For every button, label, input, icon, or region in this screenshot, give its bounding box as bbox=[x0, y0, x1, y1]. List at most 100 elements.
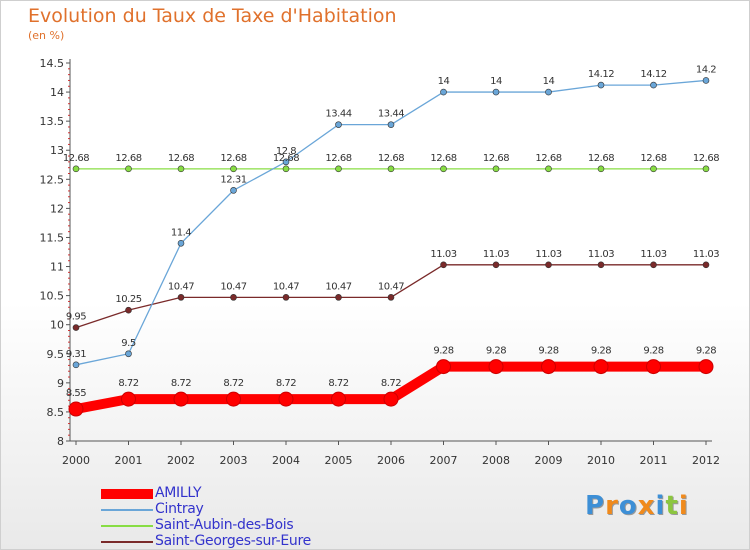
data-point-saint-georges-sur-eure bbox=[492, 261, 500, 269]
data-label-amilly: 8.72 bbox=[276, 378, 296, 389]
data-point-cintray bbox=[282, 158, 290, 166]
y-tick-label: 12 bbox=[50, 202, 64, 215]
chart-title: Evolution du Taux de Taxe d'Habitation bbox=[28, 5, 397, 27]
data-label-cintray: 9.31 bbox=[66, 349, 86, 360]
data-label-cintray: 14 bbox=[490, 76, 502, 87]
y-tick-label: 8 bbox=[57, 435, 64, 448]
y-tick-label: 14.5 bbox=[40, 57, 65, 70]
legend-swatch bbox=[101, 541, 153, 543]
data-point-saint-aubin-des-bois bbox=[545, 165, 552, 173]
data-point-saint-aubin-des-bois bbox=[702, 165, 710, 173]
data-point-saint-aubin-des-bois bbox=[230, 165, 237, 173]
data-point-amilly bbox=[646, 359, 661, 375]
data-point-amilly bbox=[331, 391, 346, 407]
data-point-cintray bbox=[597, 81, 605, 89]
data-label-amilly: 8.55 bbox=[66, 388, 86, 399]
data-label-saint-aubin-des-bois: 12.68 bbox=[325, 153, 351, 164]
data-label-cintray: 14.12 bbox=[640, 69, 666, 80]
data-point-cintray bbox=[545, 88, 552, 96]
chart-axes: 8 8.5 9 9.5 10 10.5 11 11.5 12 12.5 13 13.5 14 14.5 20… bbox=[40, 57, 721, 467]
data-point-saint-aubin-des-bois bbox=[125, 165, 132, 173]
data-label-cintray: 12.8 bbox=[276, 146, 296, 157]
data-label-amilly: 9.28 bbox=[486, 346, 506, 357]
y-tick-label: 10 bbox=[50, 319, 64, 332]
legend-swatch bbox=[101, 489, 153, 499]
data-point-cintray bbox=[335, 121, 342, 128]
data-point-saint-georges-sur-eure bbox=[335, 294, 342, 301]
data-point-cintray bbox=[492, 88, 500, 96]
data-point-saint-aubin-des-bois bbox=[597, 165, 605, 173]
data-point-saint-aubin-des-bois bbox=[335, 165, 342, 173]
data-label-saint-georges-sur-eure: 11.03 bbox=[535, 249, 561, 260]
data-label-saint-aubin-des-bois: 12.68 bbox=[693, 153, 719, 164]
series-lines bbox=[71, 79, 711, 415]
data-point-saint-aubin-des-bois bbox=[440, 165, 447, 173]
x-tick-label: 2007 bbox=[430, 454, 458, 467]
data-label-saint-georges-sur-eure: 11.03 bbox=[483, 249, 509, 260]
data-label-saint-aubin-des-bois: 12.68 bbox=[588, 153, 614, 164]
y-tick-label: 9.5 bbox=[47, 348, 65, 361]
data-label-saint-georges-sur-eure: 10.47 bbox=[325, 281, 351, 292]
y-tick-label: 11 bbox=[50, 261, 64, 274]
data-point-saint-aubin-des-bois bbox=[650, 165, 657, 173]
data-label-cintray: 14 bbox=[543, 76, 555, 87]
data-label-saint-georges-sur-eure: 10.47 bbox=[378, 281, 404, 292]
x-tick-label: 2012 bbox=[692, 454, 720, 467]
data-point-saint-georges-sur-eure bbox=[282, 294, 290, 301]
data-point-cintray bbox=[650, 81, 657, 89]
x-tick-label: 2005 bbox=[325, 454, 353, 467]
data-label-cintray: 9.5 bbox=[121, 338, 136, 349]
x-tick-label: 2011 bbox=[640, 454, 668, 467]
data-point-amilly bbox=[278, 391, 294, 407]
y-tick-label: 13 bbox=[50, 144, 64, 157]
series-data-labels: 9.95 10.25 10.47 10.47 10.47 10.47 10.47 11.03 1… bbox=[63, 64, 720, 399]
data-point-saint-georges-sur-eure bbox=[650, 261, 657, 269]
data-label-cintray: 14 bbox=[438, 76, 450, 87]
data-point-saint-georges-sur-eure bbox=[387, 294, 395, 301]
y-tick-label: 8.5 bbox=[47, 406, 65, 419]
data-point-cintray bbox=[387, 121, 395, 128]
data-label-amilly: 9.28 bbox=[696, 346, 716, 357]
data-point-saint-aubin-des-bois bbox=[492, 165, 500, 173]
data-label-cintray: 14.12 bbox=[588, 69, 614, 80]
data-point-saint-aubin-des-bois bbox=[387, 165, 395, 173]
data-point-amilly bbox=[698, 359, 714, 375]
data-label-saint-georges-sur-eure: 10.25 bbox=[115, 294, 141, 305]
data-label-amilly: 9.28 bbox=[538, 346, 558, 357]
data-point-amilly bbox=[121, 391, 136, 407]
data-point-saint-georges-sur-eure bbox=[230, 294, 237, 301]
y-tick-label: 12.5 bbox=[40, 173, 65, 186]
data-point-saint-aubin-des-bois bbox=[282, 165, 290, 173]
data-point-cintray bbox=[177, 239, 185, 247]
data-label-amilly: 8.72 bbox=[171, 378, 191, 389]
data-point-cintray bbox=[230, 187, 237, 194]
data-point-amilly bbox=[383, 391, 399, 407]
data-point-amilly bbox=[541, 359, 556, 375]
y-tick-label: 9 bbox=[57, 377, 64, 390]
data-label-saint-aubin-des-bois: 12.68 bbox=[483, 153, 509, 164]
data-point-saint-georges-sur-eure bbox=[440, 261, 447, 269]
data-point-amilly bbox=[488, 359, 504, 375]
data-label-saint-aubin-des-bois: 12.68 bbox=[640, 153, 666, 164]
data-label-cintray: 13.44 bbox=[325, 109, 351, 120]
data-label-saint-aubin-des-bois: 12.68 bbox=[378, 153, 404, 164]
data-point-saint-aubin-des-bois bbox=[177, 165, 185, 173]
data-label-saint-aubin-des-bois: 12.68 bbox=[430, 153, 456, 164]
data-label-saint-georges-sur-eure: 11.03 bbox=[693, 249, 719, 260]
data-label-saint-aubin-des-bois: 12.68 bbox=[220, 153, 246, 164]
data-label-cintray: 11.4 bbox=[171, 227, 191, 238]
y-tick-label: 11.5 bbox=[40, 231, 65, 244]
data-label-saint-georges-sur-eure: 10.47 bbox=[273, 281, 299, 292]
y-tick-label: 10.5 bbox=[40, 290, 65, 303]
x-tick-label: 2004 bbox=[272, 454, 300, 467]
legend-label: Saint-Aubin-des-Bois bbox=[155, 517, 294, 533]
data-point-amilly bbox=[173, 391, 189, 407]
data-point-saint-georges-sur-eure bbox=[597, 261, 605, 269]
data-label-saint-georges-sur-eure: 9.95 bbox=[66, 312, 86, 323]
legend-label: AMILLY bbox=[155, 485, 202, 501]
legend-label: Saint-Georges-sur-Eure bbox=[155, 533, 311, 549]
data-label-saint-aubin-des-bois: 12.68 bbox=[273, 153, 299, 164]
x-tick-label: 2000 bbox=[62, 454, 90, 467]
